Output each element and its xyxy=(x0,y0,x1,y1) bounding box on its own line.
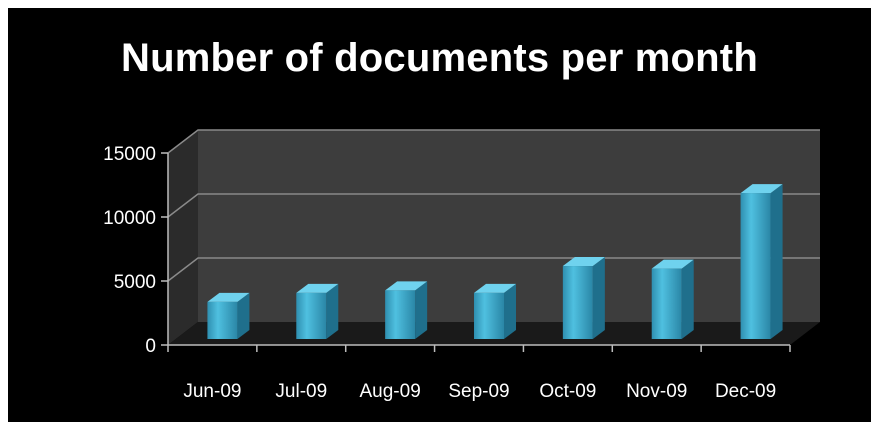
bar-side xyxy=(415,281,428,339)
bar-front xyxy=(296,292,327,339)
bar-side xyxy=(237,292,250,339)
bar-Nov-09 xyxy=(651,259,694,339)
y-tick-label: 10000 xyxy=(103,208,156,229)
y-tick-label: 15000 xyxy=(103,144,156,165)
bar-Dec-09 xyxy=(740,184,783,339)
bar-side xyxy=(326,283,339,339)
bar-Sep-09 xyxy=(474,283,516,339)
bar-front xyxy=(207,301,238,339)
bar-side xyxy=(504,283,516,339)
x-tick-label: Oct-09 xyxy=(539,381,596,402)
x-tick-label: Sep-09 xyxy=(448,381,509,402)
bar-side xyxy=(770,184,783,339)
bar-front xyxy=(474,292,504,339)
bar-front xyxy=(385,290,416,339)
bar-front xyxy=(651,268,682,339)
x-tick-label: Dec-09 xyxy=(715,381,776,402)
bar-front xyxy=(562,266,593,339)
chart-title: Number of documents per month xyxy=(121,36,758,80)
bar-side xyxy=(592,257,605,339)
bar-top xyxy=(740,184,783,194)
bar-front xyxy=(740,193,771,339)
x-tick-label: Jun-09 xyxy=(183,381,241,402)
bar-Jul-09 xyxy=(296,283,339,339)
y-tick-label: 0 xyxy=(145,336,156,357)
bar-top xyxy=(296,283,339,293)
bar-top xyxy=(207,292,250,302)
gridline xyxy=(167,257,820,282)
gridline xyxy=(167,129,820,154)
bar-top xyxy=(562,257,605,267)
bar-Oct-09 xyxy=(562,257,605,339)
x-tick-label: Nov-09 xyxy=(626,381,687,402)
bar-top xyxy=(651,259,694,269)
side-wall xyxy=(168,130,198,345)
bar-top xyxy=(474,283,516,293)
x-tick-label: Aug-09 xyxy=(360,381,421,402)
x-tick-label: Jul-09 xyxy=(275,381,327,402)
y-tick-label: 5000 xyxy=(114,272,156,293)
bar-Aug-09 xyxy=(385,281,428,339)
bar-side xyxy=(681,259,694,339)
bar-top xyxy=(385,281,428,291)
bar-Jun-09 xyxy=(207,292,250,339)
gridline xyxy=(167,193,820,218)
